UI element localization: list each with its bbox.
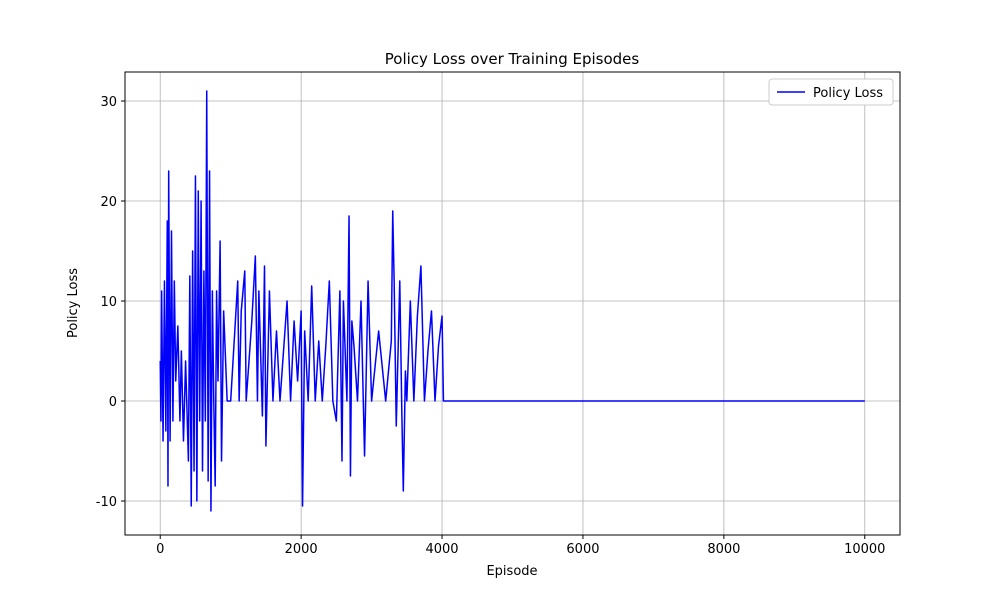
y-tick-label: 20 bbox=[100, 195, 117, 210]
legend-label: Policy Loss bbox=[813, 86, 883, 101]
legend-box bbox=[768, 78, 894, 106]
x-tick-label: 8000 bbox=[707, 542, 740, 557]
chart-title: Policy Loss over Training Episodes bbox=[385, 50, 640, 68]
x-axis-label: Episode bbox=[486, 564, 537, 579]
x-tick-label: 10000 bbox=[844, 542, 885, 557]
x-tick-label: 6000 bbox=[566, 542, 599, 557]
x-tick-label: 4000 bbox=[425, 542, 458, 557]
data-line bbox=[159, 90, 865, 512]
y-axis-label: Policy Loss bbox=[66, 268, 81, 338]
y-tick-label: 30 bbox=[100, 95, 117, 110]
y-tick-label: -10 bbox=[96, 495, 117, 510]
y-tick-label: 10 bbox=[100, 295, 117, 310]
y-tick-label: 0 bbox=[109, 395, 117, 410]
plot-frame bbox=[124, 71, 901, 536]
x-tick-label: 0 bbox=[156, 542, 164, 557]
x-tick-label: 2000 bbox=[285, 542, 318, 557]
